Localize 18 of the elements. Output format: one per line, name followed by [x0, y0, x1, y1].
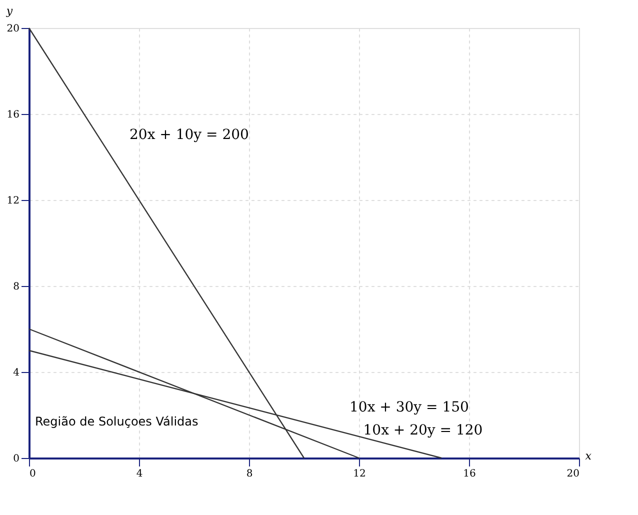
y-tick-label: 0 — [13, 454, 20, 464]
x-tick-label: 12 — [353, 468, 366, 480]
x-tick-label: 4 — [136, 468, 143, 480]
x-tick-label: 8 — [246, 468, 253, 480]
y-tick-label: 12 — [6, 196, 20, 206]
y-tick-label: 16 — [6, 110, 20, 120]
x-tick-label: 0 — [30, 468, 36, 480]
x-tick-label: 20 — [566, 468, 580, 480]
annotation: Região de Soluçoes Válidas — [35, 414, 198, 428]
annotation: 10x + 30y = 150 — [350, 399, 469, 416]
x-tick-label: 16 — [463, 468, 476, 480]
y-tick-label: 4 — [13, 368, 20, 378]
annotation: 20x + 10y = 200 — [130, 127, 249, 143]
y-tick-label: 20 — [6, 24, 20, 34]
y-tick-label: 8 — [13, 282, 20, 292]
annotation: 10x + 20y = 120 — [363, 422, 483, 439]
x-axis-title: x — [585, 450, 592, 462]
y-axis-title: y — [5, 4, 14, 18]
